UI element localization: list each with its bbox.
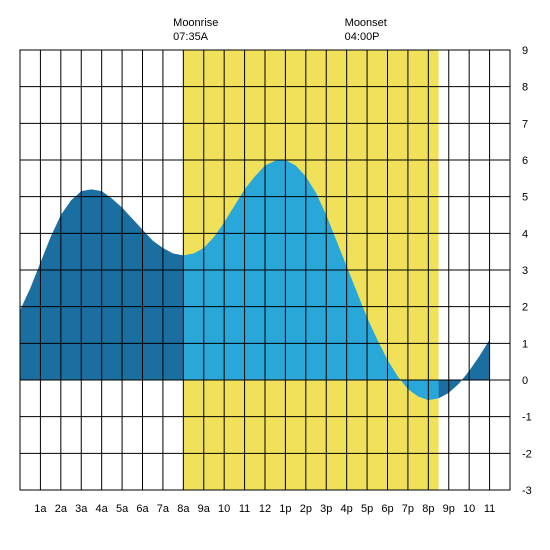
x-tick-label: 6a bbox=[136, 503, 149, 515]
y-tick-label: 8 bbox=[522, 82, 528, 94]
annotation-time: 04:00P bbox=[345, 30, 387, 44]
y-tick-label: 6 bbox=[522, 155, 528, 167]
y-tick-label: 3 bbox=[522, 265, 528, 277]
x-tick-label: 3a bbox=[75, 503, 88, 515]
x-tick-label: 9p bbox=[443, 503, 455, 515]
x-tick-label: 10 bbox=[463, 503, 475, 515]
y-tick-label: 9 bbox=[522, 45, 528, 57]
x-tick-label: 8a bbox=[177, 503, 190, 515]
y-tick-label: -1 bbox=[522, 412, 532, 424]
annotation-title: Moonset bbox=[345, 16, 387, 30]
x-tick-label: 7a bbox=[157, 503, 170, 515]
y-tick-label: 7 bbox=[522, 118, 528, 130]
x-tick-label: 6p bbox=[381, 503, 393, 515]
x-tick-label: 3p bbox=[320, 503, 332, 515]
y-tick-label: 2 bbox=[522, 302, 528, 314]
x-tick-label: 2a bbox=[55, 503, 68, 515]
x-tick-label: 2p bbox=[300, 503, 312, 515]
y-tick-label: -3 bbox=[522, 485, 532, 497]
annotation-time: 07:35A bbox=[173, 30, 218, 44]
x-tick-label: 11 bbox=[239, 503, 250, 515]
annotation-title: Moonrise bbox=[173, 16, 218, 30]
x-tick-label: 7p bbox=[402, 503, 414, 515]
moonrise-label: Moonrise07:35A bbox=[173, 16, 218, 45]
x-tick-label: 1p bbox=[279, 503, 291, 515]
x-tick-label: 1a bbox=[34, 503, 47, 515]
y-tick-label: 0 bbox=[522, 375, 528, 387]
y-tick-label: 5 bbox=[522, 192, 528, 204]
x-tick-label: 10 bbox=[218, 503, 230, 515]
y-tick-label: -2 bbox=[522, 448, 532, 460]
y-tick-label: 1 bbox=[522, 338, 528, 350]
x-tick-label: 8p bbox=[422, 503, 434, 515]
x-tick-label: 5a bbox=[116, 503, 129, 515]
chart-svg: -3-2-101234567891a2a3a4a5a6a7a8a9a101112… bbox=[0, 0, 550, 550]
moonset-label: Moonset04:00P bbox=[345, 16, 387, 45]
x-tick-label: 4a bbox=[96, 503, 109, 515]
x-tick-label: 11 bbox=[484, 503, 495, 515]
y-tick-label: 4 bbox=[522, 228, 528, 240]
x-tick-label: 9a bbox=[198, 503, 211, 515]
tide-chart: -3-2-101234567891a2a3a4a5a6a7a8a9a101112… bbox=[0, 0, 550, 550]
x-tick-label: 4p bbox=[341, 503, 353, 515]
x-tick-label: 5p bbox=[361, 503, 373, 515]
x-tick-label: 12 bbox=[259, 503, 271, 515]
